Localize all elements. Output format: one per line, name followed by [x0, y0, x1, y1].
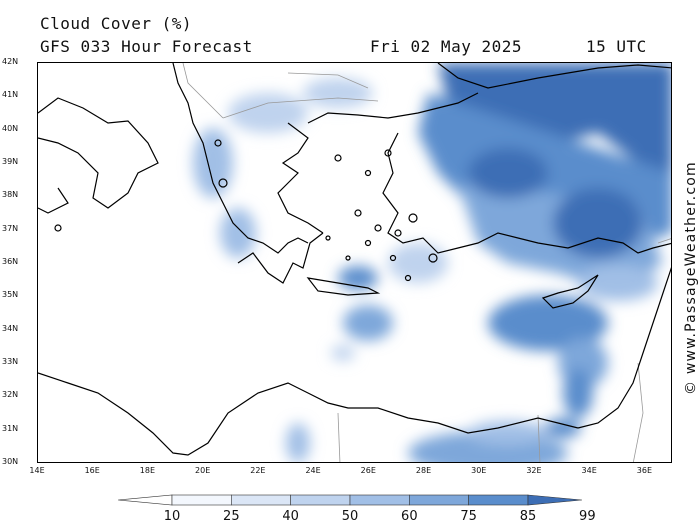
lon-label: 30E	[471, 466, 487, 475]
colorbar-label: 10	[163, 509, 181, 524]
colorbar-segment	[231, 494, 291, 506]
lat-label: 37N	[2, 223, 19, 233]
lon-label: 18E	[139, 466, 156, 475]
borders	[182, 63, 671, 462]
forecast-label: GFS 033 Hour Forecast	[40, 37, 253, 56]
colorbar-segment	[290, 494, 351, 506]
passageweather-credit: © www.PassageWeather.com	[683, 161, 699, 395]
lon-label: 16E	[84, 466, 100, 475]
colorbar-label: 50	[341, 509, 359, 524]
lat-label: 34N	[2, 323, 19, 333]
colorbar-label: 40	[282, 509, 299, 524]
lat-label: 35N	[2, 290, 19, 300]
forecast-date: Fri 02 May 2025	[370, 37, 522, 56]
cloud-field	[193, 63, 671, 462]
lat-label: 40N	[2, 123, 19, 133]
lat-label: 39N	[2, 157, 19, 166]
lat-label: 36N	[2, 257, 19, 266]
colorbar-label: 99	[579, 509, 596, 524]
cloud-cover-colorbar	[118, 494, 583, 506]
lon-label: 34E	[581, 466, 597, 475]
lat-label: 38N	[2, 190, 19, 200]
colorbar-segment	[468, 494, 529, 506]
lon-label: 28E	[415, 466, 432, 475]
lon-label: 26E	[360, 466, 376, 475]
lon-label: 22E	[250, 466, 266, 475]
forecast-hour: 15 UTC	[586, 37, 647, 56]
lat-label: 42N	[2, 57, 19, 66]
colorbar-low-tip	[118, 494, 173, 506]
lat-label: 30N	[2, 457, 19, 466]
lon-label: 14E	[29, 466, 45, 475]
map-title: Cloud Cover (%)	[40, 14, 192, 33]
colorbar-label: 85	[519, 509, 537, 524]
cloud-cover-map	[37, 62, 672, 463]
lat-label: 32N	[2, 390, 19, 400]
colorbar-segment	[349, 494, 410, 506]
lon-label: 24E	[305, 466, 321, 475]
colorbar-segment	[171, 494, 232, 506]
colorbar-high-tip	[527, 494, 583, 506]
map-canvas	[38, 63, 671, 462]
coastlines	[38, 63, 671, 456]
lat-label: 41N	[2, 90, 19, 100]
colorbar-label: 25	[223, 509, 240, 524]
lon-label: 32E	[526, 466, 542, 475]
colorbar-segment	[409, 494, 469, 506]
colorbar-label: 60	[401, 509, 418, 524]
colorbar-label: 75	[460, 509, 477, 524]
lon-label: 20E	[195, 466, 211, 475]
lat-label: 31N	[2, 423, 19, 433]
lon-label: 36E	[636, 466, 653, 475]
lat-label: 33N	[2, 357, 19, 366]
